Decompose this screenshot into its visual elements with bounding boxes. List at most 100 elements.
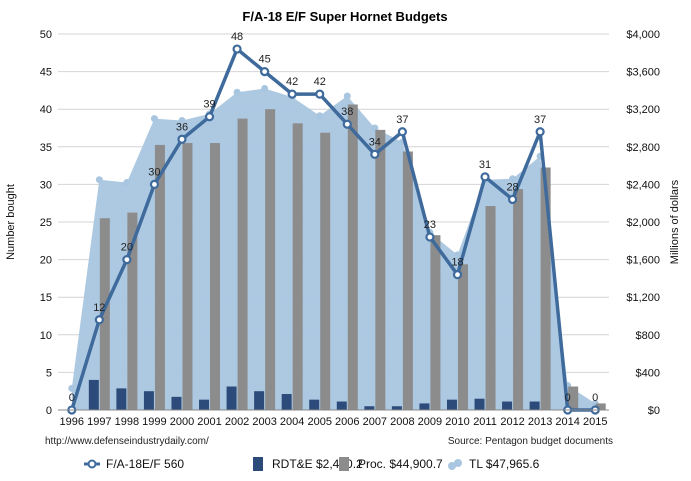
x-tick-label: 2012 [500,416,524,428]
line-point [122,255,132,265]
bar-proc [457,264,468,410]
y2-tick-label: $400 [636,367,660,379]
data-label: 34 [369,136,381,148]
legend-label: Proc. $44,900.7 [358,457,443,471]
x-tick-label: 1997 [87,416,111,428]
area-point [150,115,158,123]
y2-tick-label: $4,000 [626,29,660,41]
y-tick-label: 20 [40,255,52,267]
axes: 0 5 10 15 20 25 30 35 40 45 50 $0 $400 $800 $1,200 $1,6… [40,29,660,428]
bar-rdte [171,396,182,410]
bar-proc [237,118,248,410]
bar-rdte [446,399,457,410]
x-tick-label: 2010 [445,416,469,428]
x-tick-label: 2011 [473,416,497,428]
bar-rdte [364,406,375,410]
bar-rdte [226,386,237,410]
line-point [342,119,352,129]
bar-proc [568,386,579,410]
area-point [95,176,103,184]
x-tick-label: 2015 [583,416,607,428]
bar-proc [127,212,138,410]
y-tick-label: 15 [40,292,52,304]
bar-rdte [116,388,127,410]
bar-proc [430,235,441,410]
bar-proc [265,109,276,410]
bar-series [88,104,606,411]
y2-tick-label: $2,800 [626,142,660,154]
x-tick-label: 2007 [363,416,387,428]
bar-rdte [502,401,513,410]
legend-swatch [87,459,97,469]
line-point [452,270,463,280]
area-point [371,124,379,132]
bar-proc [99,218,110,410]
bar-rdte [391,406,402,410]
bar-proc [375,129,386,410]
line-point [370,149,380,159]
bar-rdte [199,399,210,410]
y-tick-label: 25 [40,217,52,229]
data-label: 38 [341,106,353,118]
legend-swatch [448,462,456,470]
x-tick-label: 2009 [418,416,442,428]
y2-tick-label: $1,600 [626,255,660,267]
line-point [149,179,160,189]
bar-rdte [88,379,99,410]
area-point [68,384,76,392]
bar-rdte [419,403,430,410]
line-point [204,112,215,122]
bar-proc [210,143,221,411]
bar-rdte [254,391,265,410]
line-series: 0 12 20 30 36 39 48 45 42 42 38 34 37 23 18 31 28 37 0 0 [67,31,600,415]
bar-rdte [281,394,292,410]
y2-tick-label: $3,600 [626,67,660,79]
area-point [316,112,324,120]
x-tick-label: 2008 [390,416,414,428]
data-label: 31 [479,159,491,171]
y-tick-label: 10 [40,330,52,342]
area-point [509,175,517,183]
bar-rdte [336,401,347,410]
line-point [232,44,242,54]
x-tick-label: 2002 [225,416,249,428]
bar-rdte [474,398,485,410]
area-point [453,251,461,259]
x-tick-label: 2003 [252,416,276,428]
x-tick-label: 2006 [335,416,359,428]
data-label: 23 [424,219,436,231]
data-label: 48 [231,31,243,43]
bar-rdte [529,401,540,410]
x-tick-label: 2000 [170,416,194,428]
area-point [261,85,269,93]
line-point [260,66,270,77]
x-tick-label: 2013 [528,416,552,428]
y-tick-label: 45 [40,67,52,79]
bar-proc [182,143,193,411]
data-label: 0 [69,392,75,404]
bar-proc [292,123,303,411]
line-fa18 [70,47,596,412]
x-tick-label: 2004 [280,416,304,428]
bar-proc [513,189,524,410]
x-tick-label: 2001 [197,416,221,428]
area-point [343,92,351,100]
data-label: 36 [176,121,188,133]
line-point [287,89,297,99]
data-label: 0 [592,392,598,404]
data-label: 20 [121,242,133,254]
legend-label: F/A-18E/F 560 [106,457,184,471]
bar-proc [347,104,358,410]
line-point [315,89,325,99]
area-point [233,88,241,96]
legend-swatch [253,457,263,471]
y2-tick-label: $800 [636,330,660,342]
chart-title: F/A-18 E/F Super Hornet Budgets [242,9,447,24]
line-point [425,232,435,242]
bar-proc [595,403,606,410]
x-tick-label: 1999 [142,416,166,428]
bar-proc [154,144,165,411]
y-tick-label: 30 [40,179,52,191]
bar-rdte [309,399,320,410]
